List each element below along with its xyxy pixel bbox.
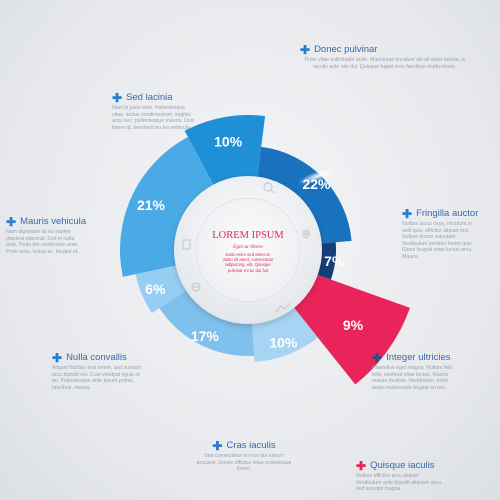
label-title: Integer ultricies [386, 352, 451, 363]
label-fringilla-auctor: ✚ Fringilla auctor Nullam lacus risus, ti… [402, 208, 480, 261]
pie-slice-6 [159, 288, 255, 356]
pie-slice-1 [184, 115, 266, 189]
plus-icon: ✚ [52, 350, 63, 365]
pie-slice-2 [256, 146, 352, 244]
pie-slice-4 [291, 273, 410, 385]
center-body: Justo enim sed amet ut. Justo sit amet, … [222, 252, 274, 273]
label-mauris-vehicula: ✚ Mauris vehicula Nam dignissim sit eu sa… [6, 216, 86, 255]
plus-icon: ✚ [112, 90, 123, 105]
search-icon [263, 182, 275, 194]
document-icon [182, 239, 191, 250]
label-title: Sed lacinia [126, 92, 173, 103]
label-sed-lacinia: ✚ Sed lacinia Nam in justo sem. Pellentes… [112, 92, 198, 131]
label-text: Nullam efficitur arcu aliquet. Vestibulu… [356, 473, 443, 493]
pie-slice-7 [135, 264, 190, 314]
label-cras-iaculis: ✚ Cras iaculis Sed consectetur mi non dui… [194, 440, 294, 473]
label-title: Quisque iaculis [370, 460, 435, 471]
plus-icon: ✚ [300, 42, 311, 57]
label-text: Sed consectetur mi non dui rutrum posuer… [196, 453, 292, 473]
plus-icon: ✚ [356, 458, 367, 473]
label-quisque-iaculis: ✚ Quisque iaculis Nullam efficitur arcu a… [356, 460, 446, 493]
slice-value-label: 7% [324, 253, 345, 269]
slice-value-label: 17% [191, 328, 220, 344]
hub-inner-circle [195, 197, 301, 303]
label-integer-ultricies: ✚ Integer ultricies Phasellus eget magna.… [372, 352, 458, 391]
center-title: LOREM IPSUM [212, 230, 284, 241]
label-text: Aliquet facilisis erat lorem, sed suscip… [52, 365, 141, 391]
label-title: Donec pulvinar [314, 44, 378, 55]
slice-value-label: 10% [214, 133, 243, 149]
slice-value-label: 6% [145, 281, 166, 297]
plus-icon: ✚ [212, 438, 223, 453]
label-text: Nullam lacus risus, tincidunt in velit q… [402, 221, 474, 260]
label-nulla-convallis: ✚ Nulla convallis Aliquet facilisis erat … [52, 352, 148, 391]
center-subtitle: Eget ut libero [232, 244, 263, 250]
pie-slice-8 [119, 136, 216, 277]
label-text: Nam dignissim sit eu sapien placerat pla… [6, 229, 79, 255]
plus-icon: ✚ [6, 214, 17, 229]
slice-value-label: 10% [269, 334, 298, 350]
slice-value-label: 21% [137, 197, 166, 213]
label-text: Proin vitae sollicitudin enim. Maecenas … [304, 57, 466, 70]
light-glare [297, 167, 339, 185]
label-donec-pulvinar: ✚ Donec pulvinar Proin vitae sollicitudin… [300, 44, 470, 70]
label-title: Fringilla auctor [416, 208, 479, 219]
trend-chart-icon [275, 302, 291, 313]
slice-value-label: 9% [343, 317, 364, 333]
label-text: Nam in justo sem. Pellentesque vitae, le… [112, 105, 195, 131]
label-title: Mauris vehicula [20, 216, 87, 227]
gear-icon [301, 229, 311, 239]
plus-icon: ✚ [402, 206, 413, 221]
plus-icon: ✚ [372, 350, 383, 365]
globe-icon [191, 282, 201, 292]
label-text: Phasellus eget magna. Nullam felis felis… [372, 365, 454, 391]
label-title: Nulla convallis [66, 352, 127, 363]
label-title: Cras iaculis [226, 440, 276, 451]
